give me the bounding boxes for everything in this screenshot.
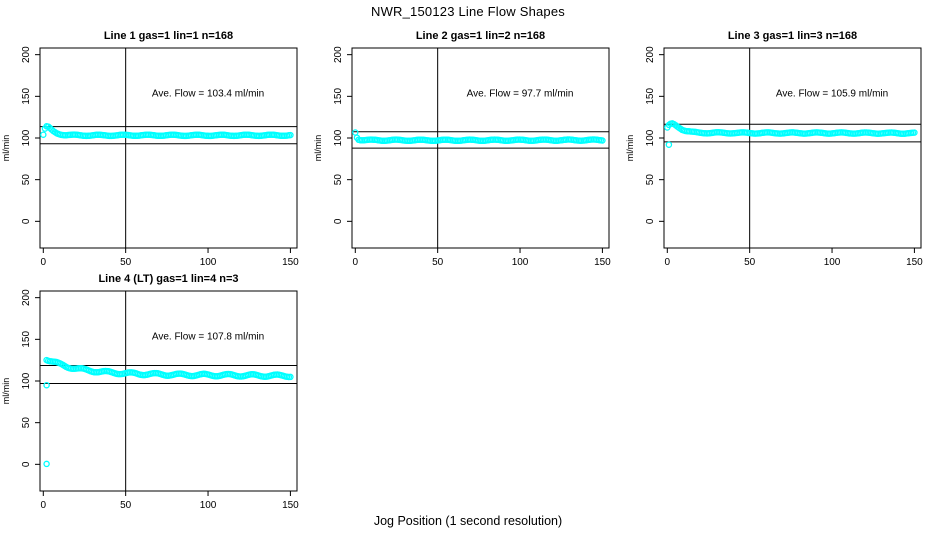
empty-cell [312,269,624,512]
svg-text:200: 200 [645,46,656,63]
data-points [352,129,606,145]
reference-lines [664,48,921,248]
svg-text:0: 0 [21,218,32,224]
panel-line-3: Line 3 gas=1 lin=3 n=168 0 50 100 150 0 50 100 1… [624,26,936,269]
reference-lines [352,48,609,248]
svg-text:Line 4 (LT) gas=1 lin=4 n=3: Line 4 (LT) gas=1 lin=4 n=3 [98,273,238,285]
plot-box [39,290,298,492]
x-axis: 0 50 100 150 [665,248,923,268]
panel-line-1: Line 1 gas=1 lin=1 n=168 0 50 100 150 0 50 100 1… [0,26,312,269]
svg-text:150: 150 [282,500,299,511]
reference-lines [40,48,297,248]
data-points [664,120,918,148]
panel-line-2: Line 2 gas=1 lin=2 n=168 0 50 100 150 0 50 100 1… [312,26,624,269]
svg-text:Ave. Flow = 103.4 ml/min: Ave. Flow = 103.4 ml/min [152,88,264,99]
svg-text:150: 150 [594,257,611,268]
empty-cell [624,269,936,512]
svg-text:100: 100 [512,257,529,268]
svg-text:150: 150 [906,257,923,268]
ave-flow-annotation: Ave. Flow = 105.9 ml/min [776,88,888,99]
svg-text:Line 3 gas=1 lin=3 n=168: Line 3 gas=1 lin=3 n=168 [728,30,857,42]
svg-text:200: 200 [21,289,32,306]
y-axis-title: ml/min [1,135,11,162]
y-axis: 0 50 100 150 200 ml/min [313,46,352,224]
svg-text:Line 2 gas=1 lin=2 n=168: Line 2 gas=1 lin=2 n=168 [416,30,545,42]
data-points [43,356,294,468]
ave-flow-annotation: Ave. Flow = 107.8 ml/min [152,331,264,342]
svg-text:0: 0 [665,257,671,268]
svg-text:Ave. Flow = 105.9 ml/min: Ave. Flow = 105.9 ml/min [776,88,888,99]
panel-title: Line 4 (LT) gas=1 lin=4 n=3 [98,273,238,285]
y-axis: 0 50 100 150 200 ml/min [625,46,664,224]
panel-title: Line 1 gas=1 lin=1 n=168 [104,30,233,42]
svg-text:0: 0 [41,500,47,511]
svg-text:100: 100 [21,372,32,389]
svg-text:Line 1 gas=1 lin=1 n=168: Line 1 gas=1 lin=1 n=168 [104,30,233,42]
svg-text:100: 100 [645,129,656,146]
svg-text:0: 0 [333,218,344,224]
y-axis-title: ml/min [1,378,11,405]
svg-text:100: 100 [200,257,217,268]
svg-text:100: 100 [200,500,217,511]
outlier-point [665,141,673,148]
ave-flow-annotation: Ave. Flow = 97.7 ml/min [467,88,574,99]
svg-text:50: 50 [120,257,132,268]
line-2-chart: Line 2 gas=1 lin=2 n=168 0 50 100 150 0 50 100 1… [313,30,611,268]
panel-title: Line 2 gas=1 lin=2 n=168 [416,30,545,42]
svg-text:0: 0 [41,257,47,268]
y-axis: 0 50 100 150 200 ml/min [1,289,40,467]
svg-text:100: 100 [21,129,32,146]
x-axis: 0 50 100 150 [41,248,299,268]
reference-lines [40,291,297,491]
panel-title: Line 3 gas=1 lin=3 n=168 [728,30,857,42]
svg-text:0: 0 [21,461,32,467]
ave-flow-annotation: Ave. Flow = 103.4 ml/min [152,88,264,99]
svg-text:150: 150 [21,331,32,348]
outlier-point [43,460,50,468]
svg-text:200: 200 [21,46,32,63]
svg-text:150: 150 [282,257,299,268]
svg-text:100: 100 [333,129,344,146]
svg-text:0: 0 [353,257,359,268]
shared-x-axis-label: Jog Position (1 second resolution) [373,514,563,528]
line-3-chart: Line 3 gas=1 lin=3 n=168 0 50 100 150 0 50 100 1… [625,30,923,268]
svg-text:50: 50 [333,174,344,186]
y-axis-title: ml/min [313,135,323,162]
svg-text:0: 0 [645,218,656,224]
svg-text:150: 150 [21,88,32,105]
svg-text:150: 150 [333,88,344,105]
svg-text:50: 50 [645,174,656,186]
svg-text:100: 100 [824,257,841,268]
plot-grid: Line 1 gas=1 lin=1 n=168 0 50 100 150 0 50 100 1… [0,26,936,512]
svg-text:50: 50 [120,500,132,511]
svg-text:50: 50 [21,174,32,186]
svg-text:150: 150 [645,88,656,105]
line-4-chart: Line 4 (LT) gas=1 lin=4 n=3 0 50 100 150 0 50 1… [1,273,299,511]
svg-text:50: 50 [432,257,444,268]
x-axis: 0 50 100 150 [353,248,611,268]
panel-line-4: Line 4 (LT) gas=1 lin=4 n=3 0 50 100 150 0 50 1… [0,269,312,512]
svg-text:200: 200 [333,46,344,63]
svg-text:Ave. Flow = 97.7 ml/min: Ave. Flow = 97.7 ml/min [467,88,574,99]
svg-text:50: 50 [21,417,32,429]
main-title: NWR_150123 Line Flow Shapes [370,4,565,19]
data-points [40,123,294,140]
y-axis: 0 50 100 150 200 ml/min [1,46,40,224]
svg-text:50: 50 [744,257,756,268]
line-1-chart: Line 1 gas=1 lin=1 n=168 0 50 100 150 0 50 100 1… [1,30,299,268]
y-axis-title: ml/min [625,135,635,162]
x-axis: 0 50 100 150 [41,491,299,511]
plot-box [39,47,298,249]
outlier-point [43,381,50,389]
plot-box [663,47,922,249]
svg-text:Ave. Flow = 107.8 ml/min: Ave. Flow = 107.8 ml/min [152,331,264,342]
